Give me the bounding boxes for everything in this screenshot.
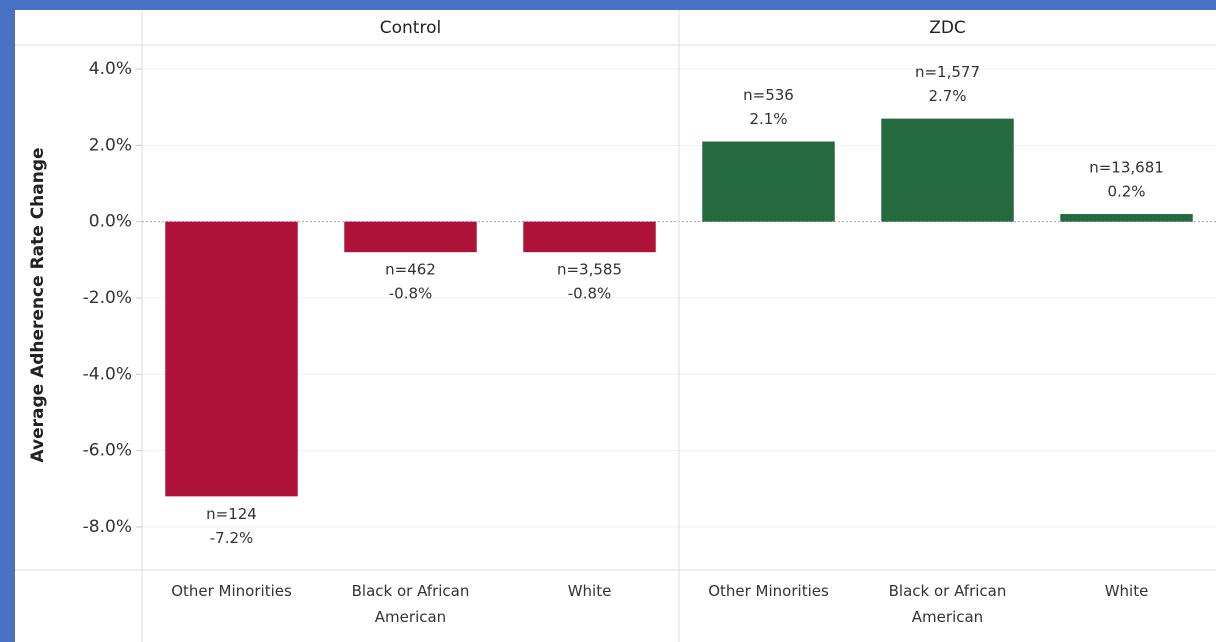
y-tick-label: 2.0% <box>89 135 132 155</box>
value-label: 2.7% <box>928 87 966 105</box>
x-tick-label: Black or African American <box>351 582 470 626</box>
n-label: n=462 <box>385 261 436 279</box>
y-tick-label: 0.0% <box>89 212 132 232</box>
x-tick-label: Other Minorities <box>708 582 829 600</box>
bar <box>881 118 1014 222</box>
value-label: -0.8% <box>389 285 433 303</box>
y-tick-label: -4.0% <box>83 364 132 384</box>
y-tick-label: -8.0% <box>83 517 132 537</box>
x-tick-label: Black or African American <box>888 582 1007 626</box>
n-label: n=1,577 <box>915 63 980 81</box>
panel-title: ZDC <box>929 18 966 38</box>
bar <box>165 221 298 497</box>
bar <box>344 221 477 253</box>
n-label: n=3,585 <box>557 261 622 279</box>
panel-title: Control <box>380 18 441 38</box>
n-label: n=13,681 <box>1089 159 1164 177</box>
y-axis-label: Average Adherence Rate Change <box>28 147 48 462</box>
value-label: -0.8% <box>568 285 612 303</box>
y-tick-label: -6.0% <box>83 441 132 461</box>
y-tick-label: -2.0% <box>83 288 132 308</box>
n-label: n=536 <box>743 86 794 104</box>
bar <box>523 221 656 253</box>
y-tick-label: 4.0% <box>89 59 132 79</box>
value-label: 0.2% <box>1107 183 1145 201</box>
x-tick-label: White <box>1104 582 1149 600</box>
bar <box>1060 214 1193 222</box>
n-label: n=124 <box>206 505 257 523</box>
value-label: 2.1% <box>749 110 787 128</box>
x-tick-label: White <box>567 582 612 600</box>
x-tick-label: Other Minorities <box>171 582 292 600</box>
bar <box>702 141 835 222</box>
value-label: -7.2% <box>210 529 254 547</box>
